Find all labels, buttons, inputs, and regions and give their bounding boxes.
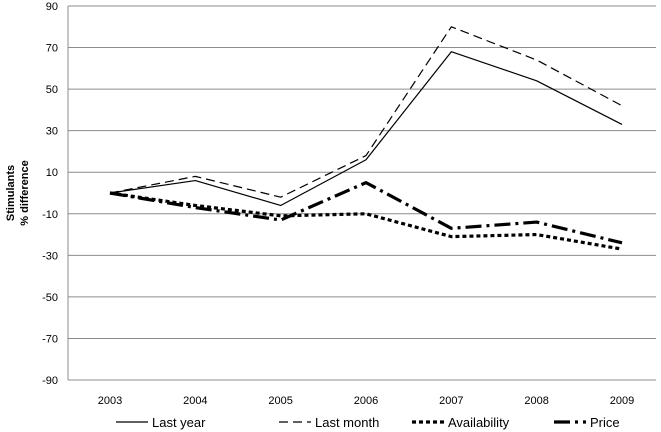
series-line-availability <box>109 191 623 251</box>
y-tick-label: 10 <box>46 167 58 179</box>
legend-label: Price <box>590 415 620 430</box>
x-tick-label: 2008 <box>524 395 548 407</box>
y-tick-label: -30 <box>42 250 58 262</box>
x-tick-label: 2007 <box>439 395 463 407</box>
y-tick-label: -50 <box>42 292 58 304</box>
x-tick-label: 2004 <box>183 395 207 407</box>
legend: Last year Last month Availability Price <box>116 415 620 430</box>
axes <box>67 6 656 381</box>
y-axis-label-line: Stimulants <box>5 165 17 221</box>
legend-label: Last year <box>152 415 206 430</box>
y-axis-ticks: 90 70 50 30 10 -10 -30 -50 -70 -90 <box>42 1 58 387</box>
y-tick-label: -70 <box>42 333 58 345</box>
y-axis-label-text: Stimulants% difference <box>5 160 31 225</box>
x-tick-label: 2006 <box>354 395 378 407</box>
x-tick-label: 2009 <box>610 395 634 407</box>
series-line-price <box>109 181 623 245</box>
gridlines <box>68 5 656 381</box>
y-tick-label: 70 <box>46 43 58 55</box>
y-tick-label: 90 <box>46 1 58 13</box>
legend-label: Availability <box>448 415 510 430</box>
y-tick-label: -90 <box>42 375 58 387</box>
x-tick-label: 2003 <box>98 395 122 407</box>
y-tick-label: -10 <box>42 209 58 221</box>
y-axis-label-line: % difference <box>19 160 31 225</box>
y-tick-label: 30 <box>46 126 58 138</box>
series-line-last-month <box>109 26 623 198</box>
legend-label: Last month <box>315 415 379 430</box>
x-tick-label: 2005 <box>268 395 292 407</box>
series-lines <box>109 26 623 251</box>
x-axis-ticks: 2003 2004 2005 2006 2007 2008 2009 <box>98 395 634 407</box>
y-tick-label: 50 <box>46 84 58 96</box>
y-axis-label: Stimulants% difference <box>5 160 31 225</box>
